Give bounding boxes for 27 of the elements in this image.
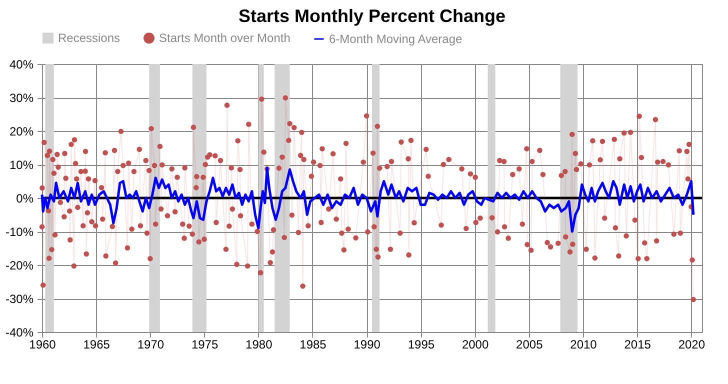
x-tick-label: 2020: [678, 338, 706, 352]
legend-label: Recessions: [58, 31, 120, 46]
x-tick-label: 1980: [246, 338, 273, 352]
y-tick-label: -10%: [5, 225, 34, 239]
line-series: [40, 166, 695, 233]
y-tick-label: 0%: [16, 192, 34, 206]
x-tick-label: 2000: [462, 338, 489, 352]
y-tick-label: -20%: [5, 258, 34, 272]
x-tick-label: 2010: [570, 338, 598, 352]
x-tick-label: 1995: [408, 338, 435, 352]
x-tick-label: 1975: [191, 338, 218, 352]
legend-label: 6-Month Moving Average: [329, 32, 463, 46]
x-tick-label: 1985: [300, 338, 327, 352]
y-tick-label: 30%: [9, 91, 34, 105]
chart-title: Starts Monthly Percent Change: [238, 6, 506, 26]
x-tick-label: 2015: [624, 338, 652, 352]
x-tick-label: 1990: [354, 338, 381, 352]
y-tick-label: -30%: [5, 292, 34, 306]
x-tick-label: 1965: [83, 338, 110, 352]
y-tick-label: 40%: [9, 58, 34, 72]
x-tick-label: 2005: [516, 338, 544, 352]
y-tick-label: -40%: [5, 326, 34, 340]
y-tick-label: 10%: [9, 158, 34, 172]
x-tick-label: 1970: [137, 338, 164, 352]
legend-label: Starts Month over Month: [159, 31, 290, 46]
x-tick-label: 1960: [29, 338, 56, 352]
y-tick-label: 20%: [9, 124, 34, 138]
